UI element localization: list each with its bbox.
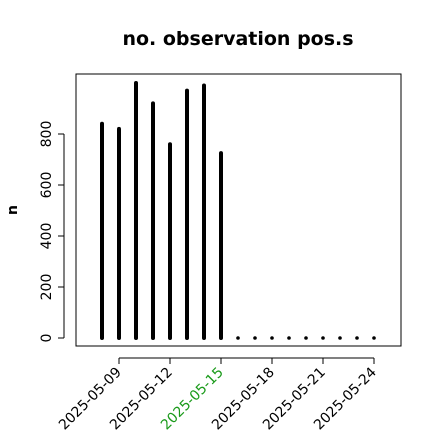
bar [372, 336, 376, 340]
bar [253, 336, 257, 340]
y-axis: 0 200 400 600 800 [39, 121, 65, 343]
y-tick-label: 600 [39, 172, 55, 199]
y-tick-label: 400 [39, 223, 55, 250]
y-tick-label: 800 [39, 121, 55, 148]
bar [287, 336, 291, 340]
y-tick-label: 200 [39, 274, 55, 301]
bar [270, 336, 274, 340]
bar [321, 336, 325, 340]
bar [236, 336, 240, 340]
y-tick-label: 0 [39, 334, 55, 343]
bar [304, 336, 308, 340]
chart-title: no. observation pos.s [122, 28, 353, 50]
bars [100, 81, 376, 340]
plot-frame [75, 73, 402, 347]
y-axis-title: n [5, 205, 21, 215]
bar [338, 336, 342, 340]
bar [355, 336, 359, 340]
x-axis: 2025-05-092025-05-122025-05-152025-05-18… [56, 357, 380, 433]
